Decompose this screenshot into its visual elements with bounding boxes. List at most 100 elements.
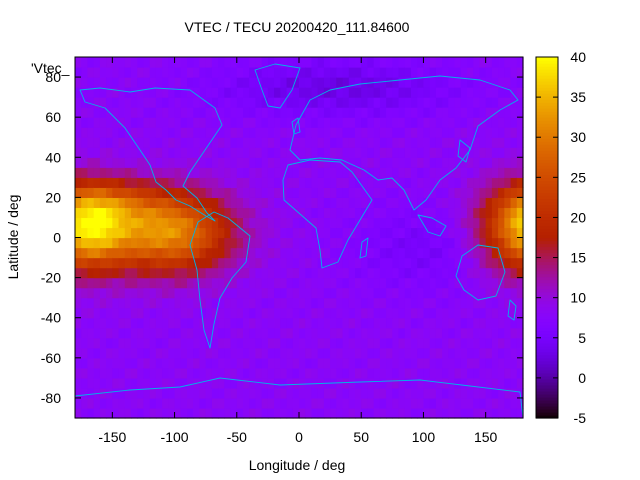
heatmap-cell: [448, 197, 456, 209]
heatmap-cell: [230, 357, 238, 369]
heatmap-cell: [485, 77, 493, 88]
heatmap-cell: [75, 367, 82, 379]
heatmap-cell: [187, 247, 194, 259]
heatmap-cell: [299, 297, 306, 309]
heatmap-cell: [286, 287, 294, 299]
heatmap-cell: [118, 187, 126, 198]
heatmap-cell: [162, 337, 169, 349]
heatmap-cell: [205, 307, 213, 319]
heatmap-cell: [317, 57, 325, 68]
heatmap-cell: [218, 217, 225, 229]
heatmap-cell: [367, 357, 375, 369]
heatmap-cell: [149, 397, 157, 409]
heatmap-cell: [429, 167, 437, 178]
heatmap-cell: [211, 367, 219, 379]
heatmap-cell: [124, 97, 132, 108]
heatmap-cell: [392, 117, 400, 128]
heatmap-cell: [230, 107, 238, 118]
heatmap-cell: [348, 307, 356, 319]
heatmap-cell: [81, 67, 89, 78]
heatmap-cell: [249, 307, 257, 319]
heatmap-cell: [218, 137, 225, 148]
heatmap-cell: [292, 387, 300, 399]
heatmap-cell: [218, 177, 225, 188]
colorbar-step: [536, 336, 558, 341]
heatmap-cell: [330, 167, 337, 178]
heatmap-cell: [106, 287, 113, 299]
heatmap-cell: [398, 347, 406, 359]
heatmap-cell: [429, 377, 437, 389]
heatmap-cell: [460, 77, 468, 88]
series-legend-label: 'Vtec_: [31, 60, 70, 76]
heatmap-cell: [386, 367, 393, 379]
heatmap-cell: [187, 167, 194, 178]
heatmap-cell: [124, 347, 132, 359]
heatmap-cell: [442, 157, 449, 168]
heatmap-cell: [274, 327, 281, 339]
heatmap-cell: [323, 147, 331, 158]
heatmap-cell: [479, 277, 487, 289]
heatmap-cell: [491, 67, 499, 78]
heatmap-cell: [249, 167, 257, 178]
heatmap-cell: [162, 297, 169, 309]
heatmap-cell: [106, 117, 113, 128]
heatmap-cell: [292, 317, 300, 329]
colorbar-step: [536, 294, 558, 299]
heatmap-cell: [292, 327, 300, 339]
heatmap-cell: [516, 197, 524, 209]
colorbar-tick-label: 30: [570, 129, 586, 145]
heatmap-cell: [99, 227, 107, 239]
heatmap-cell: [342, 207, 350, 219]
heatmap-cell: [280, 117, 288, 128]
heatmap-cell: [442, 237, 449, 249]
heatmap-cell: [236, 247, 244, 259]
heatmap-cell: [280, 77, 288, 88]
heatmap-cell: [236, 57, 244, 68]
heatmap-cell: [218, 367, 225, 379]
heatmap-cell: [193, 137, 201, 148]
heatmap-cell: [404, 67, 412, 78]
heatmap-cell: [448, 237, 456, 249]
heatmap-cell: [211, 177, 219, 188]
heatmap-cell: [386, 357, 393, 369]
colorbar-step: [536, 156, 558, 160]
heatmap-cell: [280, 147, 288, 158]
heatmap-cell: [81, 57, 89, 68]
heatmap-cell: [286, 347, 294, 359]
x-tick-label: -50: [227, 429, 247, 445]
heatmap-cell: [510, 237, 518, 249]
colorbar-step: [536, 147, 558, 151]
heatmap-cell: [261, 217, 269, 229]
heatmap-cell: [485, 147, 493, 158]
heatmap-cell: [348, 147, 356, 158]
heatmap-cell: [485, 347, 493, 359]
heatmap-cell: [454, 337, 462, 349]
heatmap-cell: [249, 197, 257, 209]
heatmap-cell: [361, 387, 369, 399]
heatmap-cell: [317, 217, 325, 229]
heatmap-cell: [435, 317, 443, 329]
heatmap-cell: [485, 187, 493, 198]
heatmap-cell: [504, 287, 512, 299]
heatmap-cell: [131, 267, 138, 279]
heatmap-cell: [274, 367, 281, 379]
heatmap-cell: [323, 267, 331, 279]
heatmap-cell: [149, 267, 157, 279]
heatmap-cell: [193, 407, 201, 419]
heatmap-cell: [243, 387, 250, 399]
heatmap-cell: [429, 147, 437, 158]
heatmap-cell: [218, 267, 225, 279]
heatmap-cell: [473, 337, 481, 349]
heatmap-cell: [417, 347, 425, 359]
heatmap-cell: [448, 337, 456, 349]
heatmap-cell: [93, 357, 101, 369]
heatmap-cell: [417, 337, 425, 349]
heatmap-cell: [498, 337, 505, 349]
heatmap-cell: [143, 167, 151, 178]
heatmap-cell: [361, 107, 369, 118]
heatmap-cell: [330, 367, 337, 379]
heatmap-cell: [124, 247, 132, 259]
heatmap-cell: [411, 377, 418, 389]
heatmap-cell: [355, 287, 362, 299]
heatmap-cell: [218, 197, 225, 209]
